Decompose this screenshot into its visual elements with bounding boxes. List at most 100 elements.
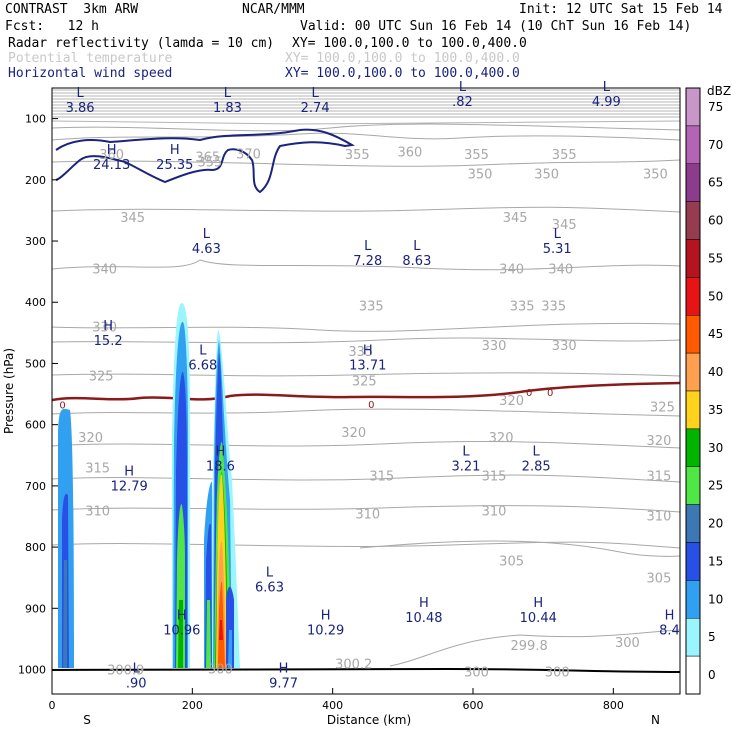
colorbar-label: 0 [708,668,716,682]
theta-label: 310 [482,504,507,519]
y-tick-label: 1000 [18,664,46,677]
colorbar-swatch-50 [685,277,701,316]
wind-extremum-type: L [133,662,141,677]
colorbar-label: 25 [708,479,723,493]
wind-extremum-value: .90 [126,677,147,692]
theta-label: 300 [615,636,640,651]
theta-label: 315 [369,469,394,484]
colorbar-label: 60 [708,214,723,228]
colorbar-swatch-55 [685,239,701,278]
wind-extremum-type: H [216,444,226,459]
endpoint-label: S [83,713,91,727]
wind-extremum-type: L [266,565,274,580]
colorbar-label: 65 [708,176,723,190]
theta-label: 335 [541,299,566,314]
wind-extremum-value: 4.63 [192,242,221,257]
field-wind: Horizontal wind speed [8,66,173,81]
forecast-hour: Fcst: 12 h [5,19,99,34]
wind-extrema-labels: L3.86L1.83L2.74L.82L4.99H24.13H25.35L4.6… [66,80,680,692]
wind-extremum-type: L [203,227,211,242]
theta-label: 325 [89,370,114,385]
y-tick-label: 800 [25,541,46,554]
wind-extremum-value: 2.74 [301,101,330,116]
wind-extremum-type: L [603,80,611,95]
colorbar-label: 15 [708,554,723,568]
theta-label: 365 [195,151,220,166]
colorbar-swatch-75 [685,87,701,127]
theta-label: 310 [647,509,672,524]
colorbar-label: 30 [708,441,723,455]
wind-extremum-value: 24.13 [93,158,130,173]
wind-extremum-type: L [312,86,320,101]
y-tick-label: 300 [25,235,46,248]
colorbar-label: 40 [708,365,723,379]
theta-label: 325 [352,375,377,390]
y-tick-label: 900 [25,602,46,615]
wind-extremum-type: L [554,227,562,242]
theta-label: 320 [499,394,524,409]
theta-label: 350 [643,168,668,183]
wind-jet-contours [55,128,355,194]
wind-extremum-value: 3.86 [66,101,95,116]
theta-label: 335 [348,345,373,360]
wind-extremum-value: 8.4 [659,623,680,638]
colorbar-label: 75 [708,100,723,114]
y-tick-label: 600 [25,419,46,432]
wind-extremum-type: H [107,143,117,158]
theta-label: 330 [92,321,117,336]
colorbar-label: 10 [708,592,723,606]
wind-extremum-value: 6.68 [188,358,217,373]
theta-label: 300 [545,665,570,680]
field-reflectivity-xy: XY= 100.0,100.0 to 100.0,400.0 [292,36,527,51]
wind-extremum-value: 15.2 [94,334,123,349]
colorbar-swatch-45 [685,315,701,354]
terrain-line [51,668,681,673]
x-tick-label: 800 [603,699,624,712]
wind-extremum-type: L [533,444,541,459]
theta-label: 350 [468,168,493,183]
valid-time: Valid: 00 UTC Sun 16 Feb 14 (10 ChT Sun … [300,19,692,34]
endpoint-label: N [651,713,660,727]
field-wind-xy: XY= 100.0,100.0 to 100.0,400.0 [285,66,520,81]
theta-label: 300.2 [335,657,372,672]
colorbar-swatch-30 [685,428,701,467]
wind-extremum-value: 10.48 [405,611,442,626]
wind-extremum-type: H [177,608,187,623]
theta-label: 305 [499,555,524,570]
wind-extremum-value: 10.44 [520,611,557,626]
x-tick-label: 600 [463,699,484,712]
zero-line-label: 0 [526,388,532,399]
wind-extremum-value: 25.35 [156,158,193,173]
theta-label: 310 [85,504,110,519]
wind-extremum-value: 10.29 [307,623,344,638]
wind-extremum-value: 8.63 [402,254,431,269]
theta-label: 340 [92,263,117,278]
field-theta-xy: XY= 100.0,100.0 to 100.0,400.0 [285,51,520,66]
theta-label: 335 [359,299,384,314]
wind-extremum-type: H [419,596,429,611]
theta-label: 360 [99,148,124,163]
wind-extremum-type: H [170,143,180,158]
theta-label: 320 [78,431,103,446]
theta-label: 320 [341,426,366,441]
theta-label: 335 [510,299,535,314]
theta-label: 360 [397,146,422,161]
wind-extremum-value: .82 [452,95,473,110]
colorbar-swatch-20 [685,504,701,543]
wind-extremum-value: 18.6 [206,459,235,474]
wind-extremum-type: H [533,596,543,611]
colorbar-frame [685,87,701,695]
wind-extremum-value: 10.96 [163,623,200,638]
zero-line-labels: 0 0 0 0 [59,388,553,411]
wind-extremum-type: L [199,343,207,358]
wind-extremum-value: 13.71 [349,358,386,373]
colorbar-label: 50 [708,289,723,303]
zero-line-label: 0 [547,388,553,399]
wind-extremum-value: 7.28 [353,254,382,269]
colorbar-swatch-5 [685,618,701,657]
theta-upper-band [52,89,680,125]
theta-label: 345 [503,211,528,226]
colorbar-swatch-10 [685,580,701,619]
